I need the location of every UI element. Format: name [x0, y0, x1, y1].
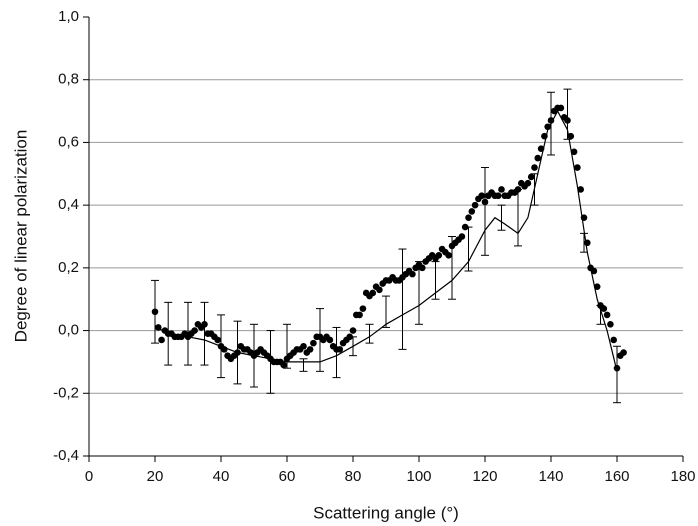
data-point: [593, 283, 601, 290]
data-point: [603, 311, 611, 319]
y-tick-label: 0,4: [58, 196, 79, 213]
x-tick-label: 100: [406, 468, 431, 485]
x-tick-label: 40: [213, 468, 230, 485]
data-point: [221, 346, 228, 353]
data-point: [607, 321, 614, 328]
data-point: [471, 201, 479, 209]
data-point: [541, 132, 548, 140]
x-tick-label: 80: [345, 468, 362, 485]
data-point: [435, 252, 443, 259]
data-point: [534, 154, 542, 162]
data-point: [514, 186, 522, 193]
data-point: [574, 164, 581, 171]
data-point: [201, 321, 208, 328]
y-axis-label: Degree of linear polarization: [11, 130, 30, 343]
x-axis-label: Scattering angle (°): [313, 503, 459, 522]
data-point: [544, 123, 551, 131]
data-point: [613, 364, 621, 372]
data-point: [590, 267, 598, 275]
data-point: [346, 333, 354, 341]
data-point: [356, 311, 363, 319]
data-point: [498, 186, 505, 193]
data-point: [570, 148, 578, 156]
x-tick-label: 180: [670, 468, 695, 485]
x-tick-label: 60: [279, 468, 296, 485]
y-tick-label: -0,2: [53, 384, 79, 401]
data-point: [564, 117, 571, 124]
x-tick-label: 0: [85, 468, 93, 485]
data-point: [531, 164, 538, 171]
x-tick-label: 20: [147, 468, 164, 485]
data-point: [458, 233, 466, 240]
data-point: [155, 324, 162, 331]
x-tick-label: 160: [604, 468, 629, 485]
data-point: [158, 336, 165, 344]
data-point: [557, 104, 565, 112]
data-point: [524, 179, 532, 187]
data-point: [349, 327, 357, 334]
y-tick-label: 1,0: [58, 8, 79, 25]
data-point: [310, 339, 317, 347]
data-point: [610, 336, 617, 344]
data-point: [547, 117, 555, 124]
data-point: [280, 361, 288, 369]
data-point: [234, 349, 241, 356]
data-point: [465, 214, 472, 221]
data-point: [409, 270, 416, 278]
data-point: [336, 346, 344, 353]
data-point: [478, 192, 486, 200]
data-point: [306, 346, 314, 353]
data-point: [580, 214, 588, 221]
y-tick-label: 0,2: [58, 259, 79, 276]
data-point: [537, 145, 545, 152]
data-point: [369, 289, 377, 297]
y-tick-label: 0,6: [58, 133, 79, 150]
data-point: [584, 239, 591, 247]
data-point: [300, 342, 307, 350]
data-point: [481, 198, 489, 206]
x-tick-label: 120: [472, 468, 497, 485]
data-point: [620, 349, 627, 356]
data-point: [151, 308, 159, 316]
y-tick-label: -0,4: [53, 447, 79, 464]
data-point: [214, 336, 221, 344]
data-point: [577, 186, 584, 193]
x-tick-label: 140: [538, 468, 563, 485]
y-tick-label: 0,8: [58, 71, 79, 88]
data-point: [445, 252, 453, 259]
data-point: [468, 208, 476, 215]
data-point: [326, 336, 334, 344]
data-point: [191, 327, 198, 334]
data-point: [461, 223, 469, 231]
data-point: [494, 192, 502, 200]
y-tick-label: 0,0: [58, 322, 79, 339]
data-point: [567, 132, 575, 140]
model-line: [154, 109, 618, 372]
data-point: [359, 305, 367, 312]
data-point: [376, 286, 383, 294]
data-point: [600, 305, 608, 312]
data-point: [527, 173, 535, 181]
data-point: [419, 264, 426, 272]
